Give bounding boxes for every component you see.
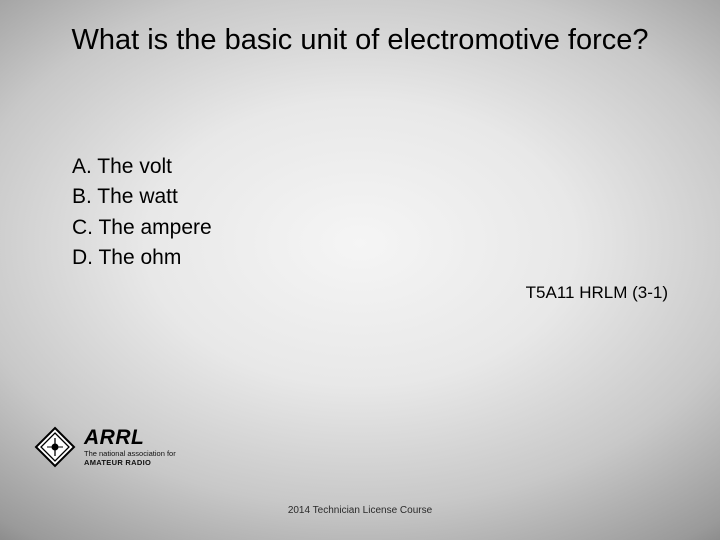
- slide: What is the basic unit of electromotive …: [0, 0, 720, 540]
- option-b: B. The watt: [72, 182, 212, 212]
- option-a: A. The volt: [72, 152, 212, 182]
- arrl-tagline-line2: AMATEUR RADIO: [84, 459, 176, 468]
- arrl-text-block: ARRL The national association for AMATEU…: [84, 427, 176, 467]
- option-c: C. The ampere: [72, 213, 212, 243]
- option-d: D. The ohm: [72, 243, 212, 273]
- arrl-tagline: The national association for AMATEUR RAD…: [84, 450, 176, 467]
- arrl-diamond-icon: [34, 426, 76, 468]
- arrl-wordmark: ARRL: [84, 427, 176, 448]
- question-title: What is the basic unit of electromotive …: [0, 22, 720, 58]
- arrl-logo: ARRL The national association for AMATEU…: [34, 426, 176, 468]
- question-reference: T5A11 HRLM (3-1): [526, 283, 668, 303]
- footer-text: 2014 Technician License Course: [0, 505, 720, 516]
- answer-options: A. The volt B. The watt C. The ampere D.…: [72, 152, 212, 274]
